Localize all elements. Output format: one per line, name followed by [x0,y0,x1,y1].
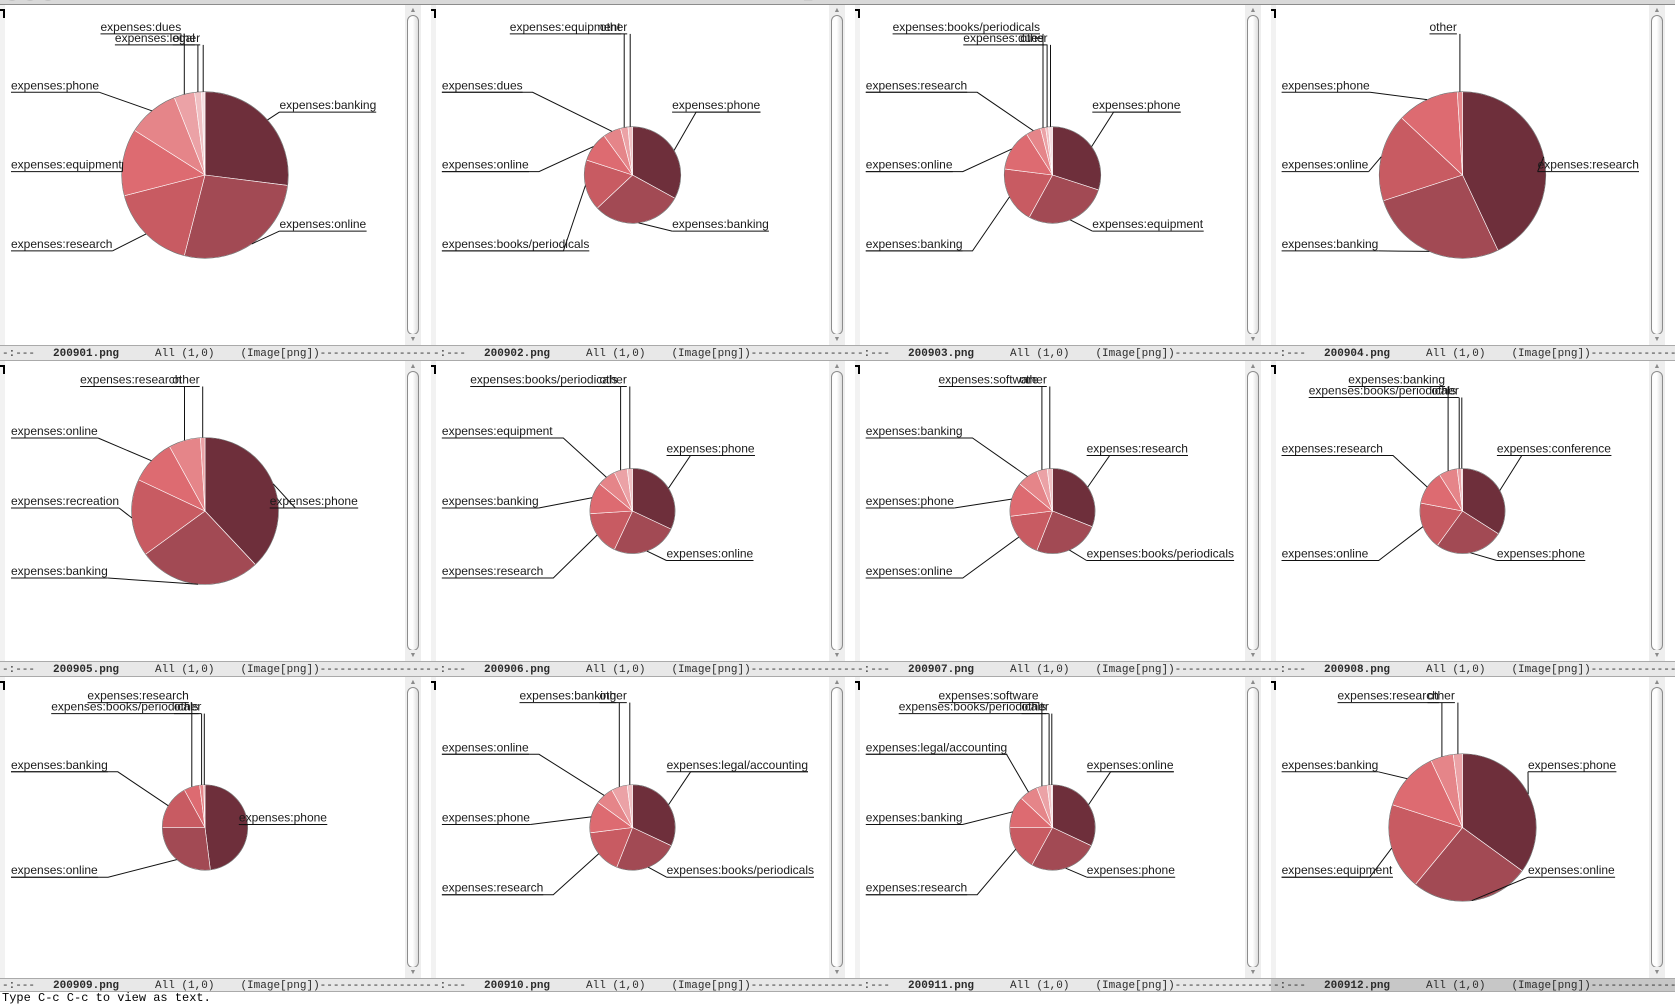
svg-text:expenses:phone: expenses:phone [667,442,755,456]
svg-text:other: other [600,689,627,703]
svg-text:other: other [600,20,627,34]
svg-text:expenses:online: expenses:online [442,158,529,172]
svg-text:expenses:phone: expenses:phone [239,811,327,825]
svg-text:other: other [1022,700,1049,714]
svg-text:expenses:online: expenses:online [866,564,953,578]
svg-text:expenses:phone: expenses:phone [1282,78,1370,92]
svg-text:expenses:equipment: expenses:equipment [1282,863,1393,877]
svg-text:expenses:equipment: expenses:equipment [442,424,553,438]
svg-text:expenses:banking: expenses:banking [442,494,539,508]
svg-text:other: other [1020,373,1047,387]
svg-text:expenses:research: expenses:research [11,237,112,251]
svg-text:expenses:online: expenses:online [11,863,98,877]
svg-text:other: other [174,700,201,714]
svg-text:expenses:online: expenses:online [1282,547,1369,561]
svg-text:expenses:online: expenses:online [442,740,529,754]
svg-text:expenses:conference: expenses:conference [1497,442,1611,456]
svg-text:expenses:research: expenses:research [866,881,967,895]
svg-text:expenses:books/periodicals: expenses:books/periodicals [470,373,617,387]
svg-text:expenses:banking: expenses:banking [11,564,108,578]
svg-text:expenses:banking: expenses:banking [866,424,963,438]
svg-text:other: other [172,373,199,387]
svg-text:expenses:phone: expenses:phone [1497,547,1585,561]
svg-text:expenses:equipment: expenses:equipment [1092,217,1203,231]
svg-text:other: other [1020,31,1047,45]
svg-text:other: other [600,373,627,387]
svg-text:expenses:books/periodicals: expenses:books/periodicals [442,237,589,251]
svg-text:expenses:banking: expenses:banking [280,98,377,112]
svg-text:expenses:banking: expenses:banking [672,217,769,231]
svg-text:expenses:equipment: expenses:equipment [11,158,122,172]
svg-text:other: other [173,31,200,45]
svg-text:expenses:online: expenses:online [280,217,367,231]
svg-text:expenses:banking: expenses:banking [866,237,963,251]
svg-text:expenses:dues: expenses:dues [442,78,523,92]
svg-text:expenses:books/periodicals: expenses:books/periodicals [667,863,814,877]
svg-text:expenses:research: expenses:research [1282,442,1383,456]
svg-text:expenses:research: expenses:research [1087,442,1188,456]
svg-text:expenses:banking: expenses:banking [866,811,963,825]
svg-text:expenses:phone: expenses:phone [270,494,358,508]
svg-text:expenses:online: expenses:online [866,158,953,172]
svg-text:expenses:legal/accounting: expenses:legal/accounting [667,758,808,772]
svg-text:other: other [1432,384,1459,398]
svg-text:expenses:recreation: expenses:recreation [11,494,119,508]
svg-text:expenses:online: expenses:online [1087,758,1174,772]
svg-text:expenses:phone: expenses:phone [1087,863,1175,877]
svg-text:expenses:research: expenses:research [1338,689,1439,703]
svg-text:other: other [1428,689,1455,703]
svg-text:expenses:phone: expenses:phone [11,78,99,92]
svg-text:expenses:phone: expenses:phone [1092,98,1180,112]
svg-text:expenses:phone: expenses:phone [442,811,530,825]
svg-text:expenses:books/periodicals: expenses:books/periodicals [1087,547,1234,561]
svg-text:expenses:phone: expenses:phone [866,494,954,508]
svg-text:expenses:banking: expenses:banking [1282,758,1379,772]
svg-text:expenses:phone: expenses:phone [1528,758,1616,772]
svg-text:expenses:banking: expenses:banking [1282,237,1379,251]
svg-text:expenses:research: expenses:research [866,78,967,92]
svg-text:expenses:online: expenses:online [1282,158,1369,172]
svg-text:expenses:online: expenses:online [667,547,754,561]
svg-text:expenses:research: expenses:research [442,881,543,895]
svg-text:expenses:research: expenses:research [80,373,181,387]
svg-text:expenses:online: expenses:online [11,424,98,438]
svg-text:expenses:legal/accounting: expenses:legal/accounting [866,740,1007,754]
svg-text:expenses:research: expenses:research [442,564,543,578]
svg-text:expenses:phone: expenses:phone [672,98,760,112]
svg-text:expenses:online: expenses:online [1528,863,1615,877]
svg-text:expenses:research: expenses:research [1538,158,1639,172]
svg-text:other: other [1430,20,1457,34]
svg-text:expenses:banking: expenses:banking [11,758,108,772]
